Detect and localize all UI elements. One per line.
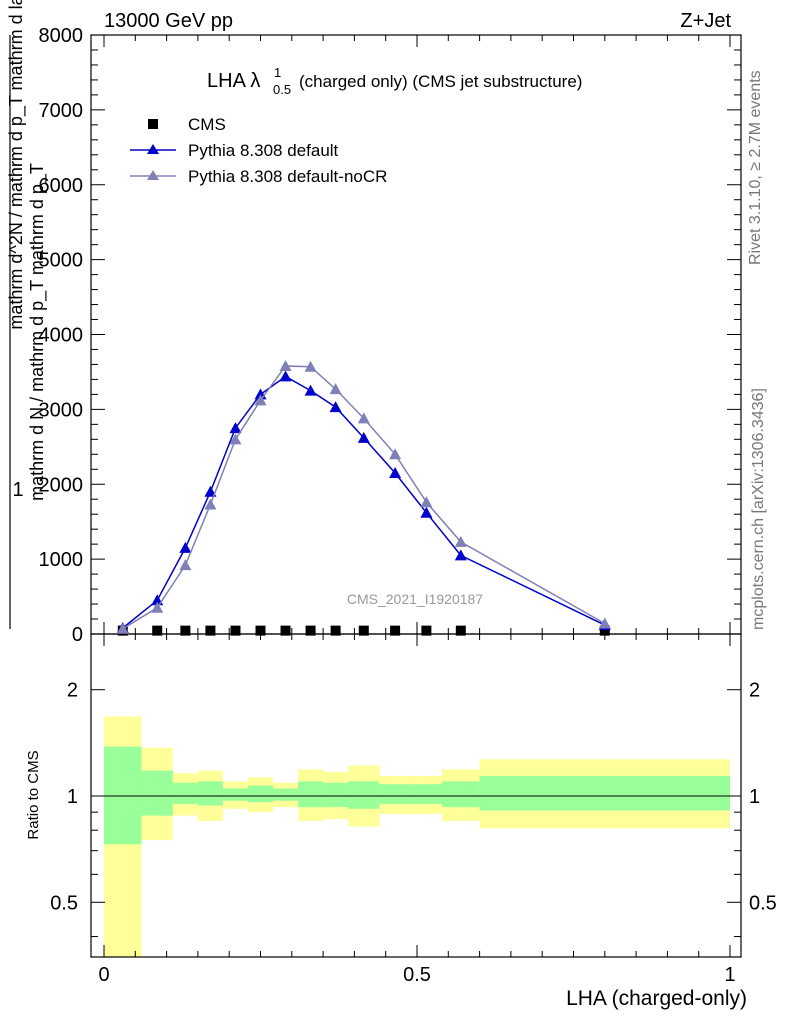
plot-title-sub: 0.5 <box>273 82 291 97</box>
ratio-band-inner <box>273 788 299 801</box>
data-point-cms <box>358 625 369 636</box>
ratio-y-label: Ratio to CMS <box>25 750 42 839</box>
ratio-band-inner <box>141 770 173 816</box>
x-tick-label: 0.5 <box>403 964 431 986</box>
ratio-tick-label-left: 0.5 <box>50 892 78 914</box>
ratio-band-inner <box>410 784 443 804</box>
data-point-cms <box>390 625 401 636</box>
analysis-watermark: CMS_2021_I1920187 <box>347 591 483 607</box>
data-point-default <box>279 370 292 382</box>
y-tick-label: 6000 <box>39 175 84 197</box>
legend-marker-nocr <box>147 170 159 180</box>
legend-label-cms: CMS <box>188 115 226 134</box>
plot-title-sup: 1 <box>274 65 281 80</box>
ratio-tick-label-left: 2 <box>67 680 78 702</box>
data-point-nocr <box>229 433 242 445</box>
data-point-nocr <box>357 412 370 424</box>
ratio-band-inner <box>247 785 274 803</box>
y-tick-label: 2000 <box>39 474 84 496</box>
ratio-band-inner <box>442 781 480 808</box>
data-point-nocr <box>598 617 611 629</box>
y-tick-label: 4000 <box>39 325 84 347</box>
ratio-tick-label-right: 1 <box>749 786 760 808</box>
series-line-nocr <box>122 365 606 630</box>
data-point-nocr <box>279 359 292 371</box>
rivet-version-label: Rivet 3.1.10, ≥ 2.7M events <box>747 70 764 265</box>
data-point-cms <box>599 625 610 636</box>
mcplots-label: mcplots.cern.ch [arXiv:1306.3436] <box>750 388 767 630</box>
data-point-nocr <box>389 448 402 460</box>
data-point-cms <box>305 625 316 636</box>
x-tick-label: 1 <box>724 964 735 986</box>
data-point-cms <box>230 625 241 636</box>
y-tick-label: 3000 <box>39 399 84 421</box>
legend-marker-default <box>147 144 159 154</box>
data-point-default <box>454 549 467 561</box>
data-point-nocr <box>329 383 342 395</box>
data-point-default <box>329 401 342 413</box>
header-energy-label: 13000 GeV pp <box>104 10 233 32</box>
data-point-default <box>229 422 242 434</box>
data-point-default <box>304 384 317 396</box>
plot-title-main: LHA λ <box>207 70 260 92</box>
legend-label-default: Pythia 8.308 default <box>188 141 339 160</box>
y-axis-label: 1 mathrm d N / mathrm d p_T mathrm d p_T… <box>6 0 48 629</box>
header-process-label: Z+Jet <box>680 10 731 32</box>
legend-marker-cms <box>148 119 158 129</box>
data-point-nocr <box>151 601 164 613</box>
data-series <box>116 359 611 636</box>
data-point-cms <box>330 625 341 636</box>
x-tick-label: 0 <box>98 964 109 986</box>
y-tick-label: 0 <box>72 624 83 646</box>
data-point-nocr <box>204 498 217 510</box>
data-point-cms <box>421 625 432 636</box>
ratio-band-inner <box>298 781 324 808</box>
ratio-band-inner <box>172 782 198 804</box>
y-label-denominator: mathrm d N / mathrm d p_T mathrm d p_T <box>27 163 48 501</box>
ratio-band-inner <box>104 746 142 845</box>
data-point-cms <box>205 625 216 636</box>
data-point-nocr <box>454 535 467 547</box>
ratio-band-inner <box>379 784 411 804</box>
data-point-nocr <box>254 394 267 406</box>
ratio-tick-label-left: 1 <box>67 786 78 808</box>
ratio-bands <box>91 716 741 957</box>
ratio-tick-label-right: 2 <box>749 680 760 702</box>
data-point-cms <box>280 625 291 636</box>
data-point-nocr <box>420 496 433 508</box>
y-tick-label: 5000 <box>39 250 84 272</box>
data-point-nocr <box>304 360 317 372</box>
axis-ticks: 0 0.5 1 0 1000 2000 3000 4000 5000 6000 7000 8000 0.… <box>39 25 777 986</box>
data-point-cms <box>180 625 191 636</box>
plot-title-rest: (charged only) (CMS jet substructure) <box>299 72 582 91</box>
data-point-default <box>357 431 370 443</box>
data-point-nocr <box>179 559 192 571</box>
data-point-default <box>420 506 433 518</box>
data-point-default <box>179 541 192 553</box>
ratio-band-inner <box>197 781 223 806</box>
y-tick-label: 8000 <box>39 25 84 47</box>
ratio-band-inner <box>323 782 349 808</box>
ratio-tick-label-right: 0.5 <box>749 892 777 914</box>
x-axis-label: LHA (charged-only) <box>566 987 747 1010</box>
data-point-default <box>204 485 217 497</box>
y-label-numerator: mathrm d^2N / mathrm d p_T mathrm d lamb… <box>6 0 27 330</box>
data-point-cms <box>255 625 266 636</box>
ratio-band-inner <box>222 788 248 801</box>
ratio-band-inner <box>479 775 730 811</box>
data-point-cms <box>152 625 163 636</box>
y-label-one: 1 <box>12 479 23 501</box>
data-point-cms <box>455 625 466 636</box>
data-point-default <box>389 467 402 479</box>
legend: CMS Pythia 8.308 default Pythia 8.308 de… <box>130 115 387 186</box>
y-tick-label: 1000 <box>39 549 84 571</box>
ratio-band-inner <box>348 781 380 809</box>
y-tick-label: 7000 <box>39 100 84 122</box>
data-point-nocr <box>116 622 129 634</box>
legend-label-nocr: Pythia 8.308 default-noCR <box>188 167 387 186</box>
